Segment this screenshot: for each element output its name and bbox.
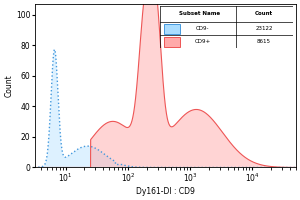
- Y-axis label: Count: Count: [4, 74, 13, 97]
- X-axis label: Dy161-DI : CD9: Dy161-DI : CD9: [136, 187, 195, 196]
